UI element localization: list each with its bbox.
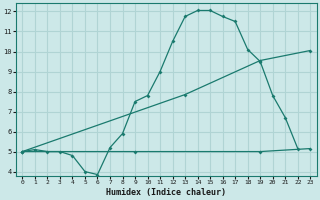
- X-axis label: Humidex (Indice chaleur): Humidex (Indice chaleur): [106, 188, 226, 197]
